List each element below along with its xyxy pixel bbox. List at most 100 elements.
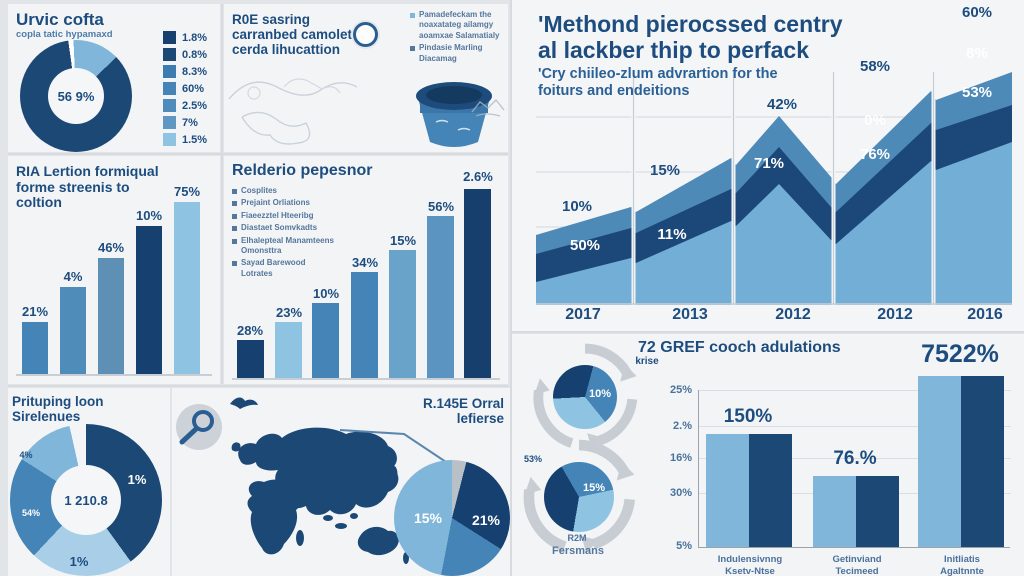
panel-top-left-donut: Urvic cofta copla tatic hypamaxd 56 9% 1… <box>8 4 220 152</box>
bar-ria-title: RIA Lertion formiqual forme streenis to … <box>16 163 159 211</box>
bar-light <box>813 476 856 547</box>
illustration-title: R0E sasring carranbed camolet cerda lihu… <box>232 12 353 58</box>
legend-item: 0.8% <box>163 48 207 61</box>
grouped-bar-plot <box>698 376 1011 548</box>
panel-bottom-left-donut: Prituping loon Sirelenues 1 210.8 1% 1% … <box>8 388 170 576</box>
area-chart <box>536 72 1012 305</box>
legend-swatch <box>163 99 176 112</box>
area-peak-label: 10% <box>561 198 593 215</box>
sketch-small-right <box>471 98 505 117</box>
legend-swatch <box>163 65 176 78</box>
sketch-doodles <box>228 78 358 145</box>
panel-bar-ria: RIA Lertion formiqual forme streenis to … <box>8 156 220 384</box>
x-axis-year: 2012 <box>775 306 811 323</box>
legend-item: 2.5% <box>163 99 207 112</box>
bar <box>136 226 162 374</box>
area-peak-label: 60% <box>961 4 993 21</box>
cycle-arrows-icon <box>523 439 636 553</box>
divider-vertical-main <box>510 0 512 576</box>
cycle2-caption: Fersmans <box>552 545 604 557</box>
area-band-label: 50% <box>569 237 601 254</box>
x-axis-year: 2016 <box>967 306 1003 323</box>
panel-top-mid-illustration: R0E sasring carranbed camolet cerda lihu… <box>224 4 508 152</box>
cycle-diagram-2: 15% <box>520 438 638 556</box>
bar-ria-plot <box>8 156 220 374</box>
area-peak-label: 58% <box>859 58 891 75</box>
legend-swatch <box>163 48 176 61</box>
bar-value: 15% <box>389 233 417 248</box>
bar-relderio-title: Relderio pepesnor <box>232 162 373 179</box>
bar <box>60 287 86 374</box>
bar-dark <box>961 376 1004 547</box>
area-series-light <box>536 142 1012 305</box>
legend-item: 60% <box>163 82 207 95</box>
bar <box>464 189 491 378</box>
area-band-label: 71% <box>753 155 785 172</box>
x-axis-year: 2017 <box>565 306 601 323</box>
divider-horizontal-left-2 <box>8 385 508 387</box>
cycle2-value: 15% <box>582 482 606 494</box>
pot-illustration <box>416 82 492 147</box>
donut2-title: Prituping loon Sirelenues <box>12 394 104 425</box>
pie-rase-chart <box>394 460 510 576</box>
divider-vertical-col1 <box>221 4 223 384</box>
panel-map-pie: R.145E Orral lefierse 15% 21% <box>172 388 510 576</box>
x-axis-year: 2013 <box>672 306 708 323</box>
panel-area-chart: 'Methond pierocssed centry al lackber th… <box>512 0 1024 332</box>
bar-light <box>918 376 961 547</box>
pie-slice-label: 21% <box>471 512 501 528</box>
cycle-diagram-1: 10% <box>530 342 640 452</box>
divider-horizontal-left-1 <box>8 153 508 155</box>
area-band-label: 76% <box>859 146 891 163</box>
bar <box>237 340 264 378</box>
x-axis-label: Getinviand Tecimeed <box>832 554 882 576</box>
bar <box>427 216 454 378</box>
axis-baseline <box>232 378 500 380</box>
area-peak-label: 42% <box>766 96 798 113</box>
area-band-label: 8% <box>966 45 988 62</box>
bar-value: 75% <box>173 184 201 199</box>
pie-slice-label: 15% <box>413 510 443 526</box>
area-band-label: 53% <box>961 84 993 101</box>
bar-light <box>706 434 749 547</box>
legend-swatch <box>163 82 176 95</box>
grouped-bar-title: 72 GREF cooch adulations <box>638 339 841 356</box>
bar-value: 56% <box>427 199 455 214</box>
bird-icon <box>230 397 258 409</box>
bar-value: 46% <box>97 240 125 255</box>
x-axis-label: Initliatis Agaltnnte <box>940 554 984 576</box>
area-band-label: 11% <box>657 226 687 243</box>
bar-value: 28% <box>236 323 264 338</box>
illustration-bullets: Pamadefeckam the noaxatateg ailamgy aoam… <box>410 10 505 66</box>
legend-item: 7% <box>163 116 207 129</box>
donut2-slice-label: 1% <box>69 554 89 569</box>
donut2-slice-label: 4% <box>19 450 33 460</box>
y-axis-tick: 30% <box>669 487 692 499</box>
area-chart-subtitle: 'Cry chiileo-zlum advrartion for the foi… <box>538 66 778 100</box>
bar-value: 10% <box>135 208 163 223</box>
cycle1-value: 10% <box>588 388 612 400</box>
divider-horizontal-right <box>512 331 1024 333</box>
bar-dark <box>749 434 792 547</box>
donut2-slice-label: 1% <box>127 472 147 487</box>
group-value: 7522% <box>921 340 999 368</box>
pie-rase-title: R.145E Orral lefierse <box>422 396 504 427</box>
donut1-center-value: 56 9% <box>48 68 104 124</box>
cycle1-pie <box>553 365 617 429</box>
x-axis-year: 2012 <box>877 306 913 323</box>
legend-swatch <box>163 133 176 146</box>
badge-circle-icon <box>353 22 378 47</box>
bar <box>174 202 200 374</box>
bar <box>312 303 339 378</box>
x-axis-label: Indulensivnng Ksetv-Ntse <box>717 554 783 576</box>
gridline <box>699 426 1011 427</box>
cycle1-annotation: krise <box>635 356 659 367</box>
legend-item: 8.3% <box>163 65 207 78</box>
donut1-subtitle: copla tatic hypamaxd <box>16 29 113 40</box>
cycle2-side-label: 53% <box>523 454 542 464</box>
legend-item: 1.5% <box>163 133 207 146</box>
y-axis-tick: 5% <box>676 540 692 552</box>
bar-value: 34% <box>351 255 379 270</box>
bar <box>22 322 48 374</box>
